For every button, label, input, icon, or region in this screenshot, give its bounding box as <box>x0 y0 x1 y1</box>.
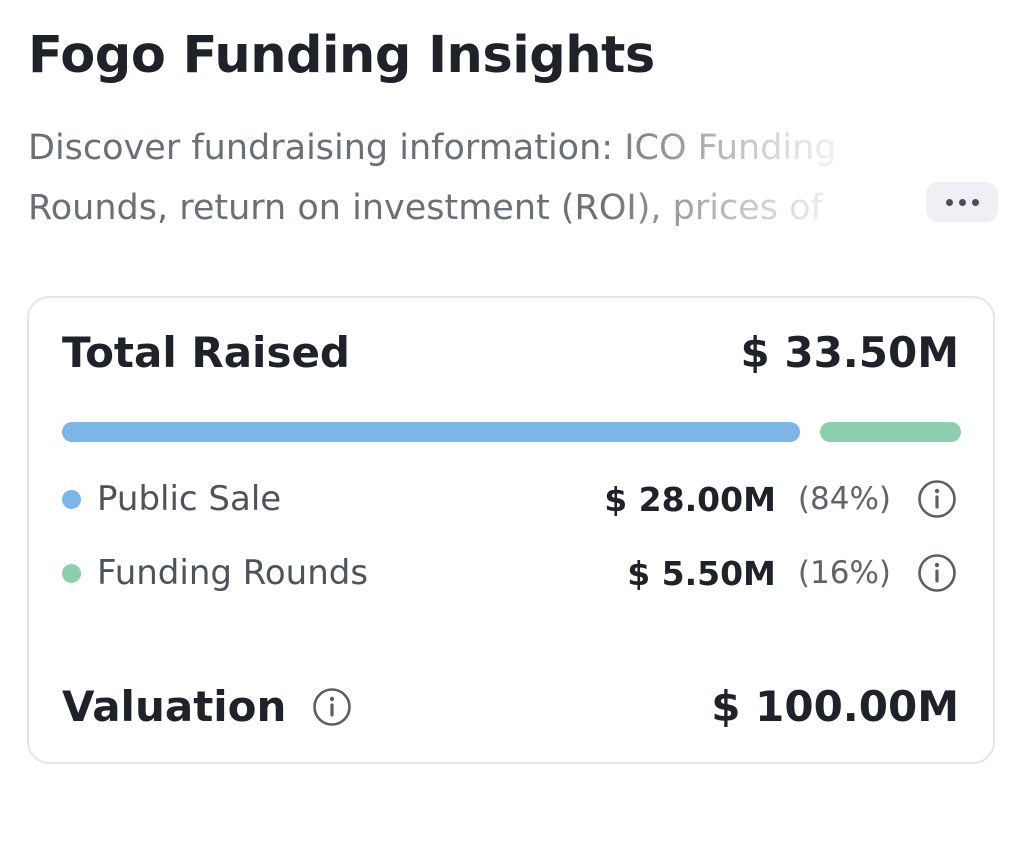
public-sale-bar-segment <box>62 422 801 442</box>
info-icon[interactable] <box>917 553 957 593</box>
public-sale-dot <box>62 489 81 509</box>
description: Discover fundraising information: ICO Fu… <box>28 118 948 242</box>
info-icon[interactable] <box>917 479 957 519</box>
info-icon[interactable] <box>312 687 352 727</box>
funding-card: Total Raised $ 33.50M Public Sale $ 28.0… <box>27 296 995 764</box>
legend-row-public-sale: Public Sale $ 28.00M (84%) <box>62 479 957 519</box>
show-more-button[interactable] <box>926 182 998 222</box>
valuation-row: Valuation $ 100.00M <box>62 682 959 731</box>
public-sale-label: Public Sale <box>97 479 282 519</box>
page-title: Fogo Funding Insights <box>28 26 655 85</box>
funding-rounds-amount: $ 5.50M <box>627 553 776 593</box>
valuation-value: $ 100.00M <box>711 682 959 731</box>
more-horizontal-icon-dot <box>971 198 979 206</box>
funding-rounds-percent: (16%) <box>797 555 891 591</box>
funding-split-bar <box>62 422 961 442</box>
public-sale-percent: (84%) <box>797 481 891 517</box>
legend-row-funding-rounds: Funding Rounds $ 5.50M (16%) <box>62 553 957 593</box>
more-horizontal-icon <box>945 198 953 206</box>
funding-rounds-bar-segment <box>820 422 961 442</box>
valuation-label: Valuation <box>62 682 287 731</box>
total-raised-row: Total Raised $ 33.50M <box>62 328 959 377</box>
more-horizontal-icon-dot <box>958 198 966 206</box>
funding-rounds-dot <box>62 563 81 583</box>
public-sale-amount: $ 28.00M <box>604 479 776 519</box>
total-raised-label: Total Raised <box>62 328 350 377</box>
description-text: Discover fundraising information: ICO Fu… <box>28 128 837 228</box>
funding-rounds-label: Funding Rounds <box>97 553 369 593</box>
total-raised-value: $ 33.50M <box>740 328 960 377</box>
